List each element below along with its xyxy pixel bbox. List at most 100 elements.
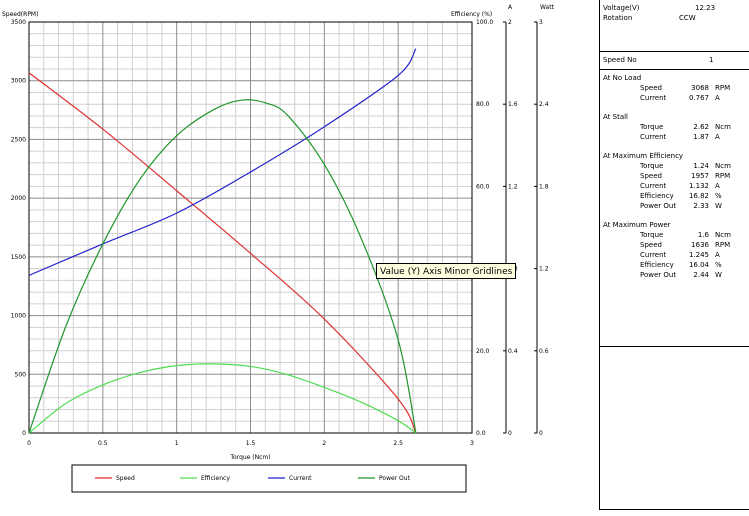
current-tick-label: 0 <box>508 430 512 437</box>
metric-value: 1.132 <box>688 182 709 190</box>
speed-tick-label: 3000 <box>11 78 26 85</box>
section-title: At Maximum Efficiency <box>603 152 684 160</box>
legend-label: Current <box>289 475 312 482</box>
metric-label: Current <box>640 94 667 102</box>
power-axis-label: Watt <box>540 4 555 11</box>
section-at-maximum-power: At Maximum Power Torque 1.6 Ncm Speed 1636 RPM… <box>603 220 749 280</box>
plot-frame <box>28 21 473 434</box>
metric-unit: RPM <box>715 241 731 249</box>
speed-tick-label: 1500 <box>11 254 26 261</box>
section-title: At Stall <box>603 113 629 121</box>
speed-tick-label: 0 <box>22 430 26 437</box>
speed-no-label: Speed No <box>603 56 637 64</box>
efficiency-tick-label: 0.0 <box>476 430 486 437</box>
metric-label: Power Out <box>640 202 677 210</box>
metric-unit: % <box>715 261 722 269</box>
series-efficiency-line[interactable] <box>28 363 417 434</box>
metric-unit: W <box>715 271 722 279</box>
section-at-no-load: At No Load Speed 3068 RPM Current 0.767 A <box>603 73 749 103</box>
metric-label: Current <box>640 133 667 141</box>
metric-row: Torque 1.6 Ncm <box>603 230 749 240</box>
metric-value: 16.04 <box>688 261 709 269</box>
metric-row: Torque 2.62 Ncm <box>603 122 749 132</box>
metric-label: Current <box>640 251 667 259</box>
power-tick-label: 0 <box>539 430 543 437</box>
power-tick-label: 1.8 <box>539 183 549 190</box>
x-tick-label: 1 <box>175 440 179 447</box>
rotation-label: Rotation <box>603 14 633 22</box>
metric-unit: W <box>715 202 722 210</box>
motor-header-section: Voltage(V) 12.23 Rotation CCW <box>600 0 749 52</box>
speed-tick-label: 2500 <box>11 136 26 143</box>
speed-tick-label: 2000 <box>11 195 26 202</box>
speed-no-section: Speed No 1 <box>600 52 749 70</box>
efficiency-tick-label: 80.0 <box>476 101 490 108</box>
metric-row: Current 1.132 A <box>603 181 749 191</box>
metric-value: 3068 <box>691 84 709 92</box>
metric-value: 0.767 <box>688 94 709 102</box>
metric-value: 2.33 <box>693 202 709 210</box>
metric-value: 1.87 <box>693 133 709 141</box>
voltage-row: Voltage(V) 12.23 <box>603 3 749 13</box>
metric-label: Power Out <box>640 271 677 279</box>
metric-unit: % <box>715 192 722 200</box>
speed-no-value: 1 <box>709 56 714 64</box>
section-title: At No Load <box>603 74 642 82</box>
chart-grid <box>29 22 472 433</box>
speed-axis-label: Speed(RPM) <box>2 11 38 18</box>
metric-unit: Ncm <box>715 231 731 239</box>
legend-label: Speed <box>116 475 135 482</box>
chart-series <box>28 48 417 434</box>
metric-row: Speed 3068 RPM <box>603 83 749 93</box>
speed-tick-label: 500 <box>15 371 27 378</box>
metric-unit: A <box>715 251 720 259</box>
power-tick-label: 2.4 <box>539 101 549 108</box>
metric-row: Speed 1636 RPM <box>603 240 749 250</box>
metric-row: Efficiency 16.04% <box>603 260 749 270</box>
series-speed-line[interactable] <box>28 72 417 434</box>
current-tick-label: 1.2 <box>508 183 518 190</box>
metric-row: Current 1.87 A <box>603 132 749 142</box>
metric-unit: Ncm <box>715 123 731 131</box>
metric-row: Power Out 2.44 W <box>603 270 749 280</box>
x-axis-label: Torque (Ncm) <box>229 454 270 461</box>
current-tick-label: 0.4 <box>508 348 518 355</box>
section-title: At Maximum Power <box>603 221 671 229</box>
power-tick-label: 1.2 <box>539 266 549 273</box>
motor-performance-chart[interactable]: 0 0.5 1 1.5 2 2.5 3 Torque (Ncm) 0 500 1000 1500 200… <box>0 0 599 512</box>
metric-label: Speed <box>640 172 662 180</box>
chart-legend: Speed Efficiency Current Power Out <box>71 464 467 493</box>
metric-row: Current 1.245 A <box>603 250 749 260</box>
metric-label: Speed <box>640 241 662 249</box>
rotation-row: Rotation CCW <box>603 13 749 23</box>
metric-label: Torque <box>640 231 664 239</box>
metric-value: 1.245 <box>688 251 709 259</box>
current-tick-label: 1.6 <box>508 101 518 108</box>
metric-row: Speed 1957 RPM <box>603 171 749 181</box>
metric-unit: A <box>715 133 720 141</box>
metric-label: Torque <box>640 162 664 170</box>
current-tick-label: 2 <box>508 19 512 26</box>
efficiency-axis-label: Efficiency (%) <box>451 11 492 18</box>
x-tick-label: 3 <box>470 440 474 447</box>
legend-label: Power Out <box>379 475 411 482</box>
section-at-maximum-efficiency: At Maximum Efficiency Torque 1.24 Ncm Speed 1… <box>603 151 749 211</box>
metric-value: 1957 <box>691 172 709 180</box>
motor-summary-panel: Voltage(V) 12.23 Rotation CCW Speed No 1… <box>599 0 749 510</box>
metric-row: Current 0.767 A <box>603 93 749 103</box>
voltage-value: 12.23 <box>695 4 716 12</box>
speed-no-row: Speed No 1 <box>603 55 749 65</box>
metric-label: Efficiency <box>640 261 674 269</box>
voltage-label: Voltage(V) <box>603 4 640 12</box>
metric-row: Power Out 2.33 W <box>603 201 749 211</box>
series-power-out-line[interactable] <box>28 99 417 434</box>
metric-unit: Ncm <box>715 162 731 170</box>
efficiency-tick-label: 60.0 <box>476 183 490 190</box>
series-current-line[interactable] <box>28 48 417 276</box>
metric-unit: RPM <box>715 172 731 180</box>
speed-tick-label: 1000 <box>11 313 26 320</box>
x-tick-label: 0 <box>27 440 31 447</box>
metric-value: 16.82 <box>688 192 709 200</box>
